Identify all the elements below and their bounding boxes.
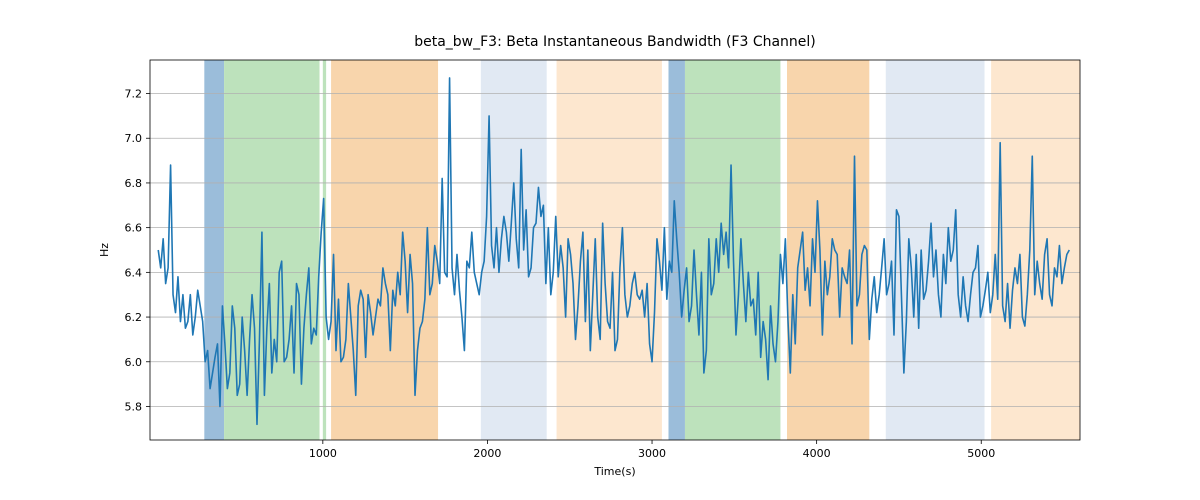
y-tick-label: 6.8 [125, 177, 143, 190]
y-tick-label: 6.0 [125, 356, 143, 369]
y-tick-label: 7.0 [125, 132, 143, 145]
band-10 [991, 60, 1080, 440]
band-8 [787, 60, 869, 440]
y-tick-label: 7.2 [125, 88, 143, 101]
y-axis-label: Hz [98, 243, 111, 257]
x-tick-label: 5000 [967, 447, 995, 460]
line-chart: 1000 2000 3000 4000 5000 5.8 6.0 6.2 6.4 6.6 6.8 7.… [0, 0, 1200, 500]
band-4 [481, 60, 547, 440]
band-5 [557, 60, 662, 440]
x-tick-label: 2000 [473, 447, 501, 460]
band-1 [224, 60, 319, 440]
x-axis-label: Time(s) [593, 465, 635, 478]
y-tick-label: 6.2 [125, 311, 143, 324]
y-tick-label: 5.8 [125, 400, 143, 413]
chart-container: 1000 2000 3000 4000 5000 5.8 6.0 6.2 6.4 6.6 6.8 7.… [0, 0, 1200, 500]
bands [204, 60, 1080, 440]
band-3 [331, 60, 438, 440]
y-tick-label: 6.4 [125, 266, 143, 279]
x-tick-label: 4000 [803, 447, 831, 460]
y-tick-label: 6.6 [125, 222, 143, 235]
x-tick-label: 3000 [638, 447, 666, 460]
band-6 [668, 60, 684, 440]
chart-title: beta_bw_F3: Beta Instantaneous Bandwidth… [414, 34, 816, 50]
x-tick-label: 1000 [309, 447, 337, 460]
